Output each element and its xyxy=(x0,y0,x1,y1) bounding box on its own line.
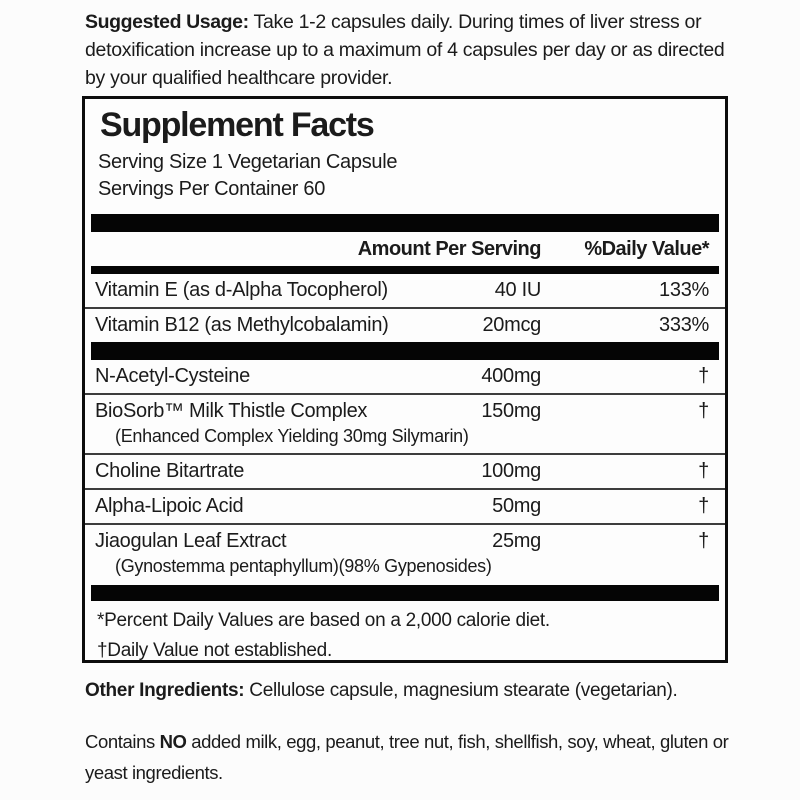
ingredient-daily-value: † xyxy=(698,530,709,552)
allergen-emphasis: NO xyxy=(159,731,187,752)
ingredient-amount: 400mg xyxy=(481,365,541,387)
ingredient-amount: 40 IU xyxy=(494,279,542,301)
ingredient-daily-value: 133% xyxy=(659,279,709,301)
divider-bar-group xyxy=(91,342,719,360)
suggested-usage-text: Take 1-2 capsules daily. During times of… xyxy=(85,11,725,89)
ingredient-row: Vitamin B12 (as Methylcobalamin) 20mcg 3… xyxy=(85,309,725,342)
ingredient-name: Jiaogulan Leaf Extract xyxy=(95,530,287,552)
ingredient-table: Vitamin E (as d-Alpha Tocopherol) 40 IU … xyxy=(85,274,725,583)
column-header-amount-per-serving: Amount Per Serving xyxy=(357,237,542,260)
other-ingredients-text: Cellulose capsule, magnesium stearate (v… xyxy=(244,680,678,701)
ingredient-row: N-Acetyl-Cysteine 400mg † xyxy=(85,360,725,395)
ingredient-row-main: BioSorb™ Milk Thistle Complex 150mg † xyxy=(85,395,725,428)
ingredient-row: Jiaogulan Leaf Extract 25mg † (Gynostemm… xyxy=(85,525,725,583)
ingredient-name: Vitamin B12 (as Methylcobalamin) xyxy=(95,314,389,336)
ingredient-row: Alpha-Lipoic Acid 50mg † xyxy=(85,490,725,525)
ingredient-daily-value: 333% xyxy=(659,314,709,336)
allergen-statement: Contains NO added milk, egg, peanut, tre… xyxy=(85,726,730,788)
suggested-usage-label: Suggested Usage: xyxy=(85,11,249,33)
footnote-daily-value-not-established: †Daily Value not established. xyxy=(97,640,332,661)
divider-bar-header xyxy=(91,266,719,274)
ingredient-daily-value: † xyxy=(698,365,709,387)
ingredient-subtext: (Enhanced Complex Yielding 30mg Silymari… xyxy=(115,426,469,446)
table-header-row: Amount Per Serving %Daily Value* xyxy=(85,232,725,266)
ingredient-name: Choline Bitartrate xyxy=(95,460,245,482)
panel-title: Supplement Facts xyxy=(100,106,375,144)
ingredient-row: Vitamin E (as d-Alpha Tocopherol) 40 IU … xyxy=(85,274,725,309)
ingredient-name: N-Acetyl-Cysteine xyxy=(95,365,250,387)
divider-bar-footnotes xyxy=(91,585,719,601)
ingredient-name: BioSorb™ Milk Thistle Complex xyxy=(95,400,368,422)
ingredient-row-main: N-Acetyl-Cysteine 400mg † xyxy=(85,360,725,393)
allergen-prefix: Contains xyxy=(85,731,160,752)
ingredient-amount: 100mg xyxy=(481,460,541,482)
ingredient-amount: 150mg xyxy=(481,400,541,422)
supplement-facts-panel: Supplement Facts Serving Size 1 Vegetari… xyxy=(82,96,728,663)
ingredient-row-main: Vitamin B12 (as Methylcobalamin) 20mcg 3… xyxy=(85,309,725,342)
ingredient-amount: 20mcg xyxy=(482,314,541,336)
other-ingredients-label: Other Ingredients: xyxy=(85,680,245,701)
ingredient-amount: 50mg xyxy=(492,495,541,517)
ingredient-subtext: (Gynostemma pentaphyllum)(98% Gypenoside… xyxy=(115,556,492,576)
ingredient-name: Vitamin E (as d-Alpha Tocopherol) xyxy=(95,279,388,301)
ingredient-row-main: Choline Bitartrate 100mg † xyxy=(85,455,725,488)
ingredient-daily-value: † xyxy=(698,400,709,422)
ingredient-row-main: Alpha-Lipoic Acid 50mg † xyxy=(85,490,725,523)
ingredient-row: Choline Bitartrate 100mg † xyxy=(85,455,725,490)
ingredient-daily-value: † xyxy=(698,495,709,517)
other-ingredients: Other Ingredients: Cellulose capsule, ma… xyxy=(85,678,735,704)
suggested-usage: Suggested Usage: Take 1-2 capsules daily… xyxy=(85,8,733,92)
column-header-daily-value: %Daily Value* xyxy=(584,237,709,260)
servings-per-container: Servings Per Container 60 xyxy=(98,178,326,200)
ingredient-name: Alpha-Lipoic Acid xyxy=(95,495,244,517)
allergen-suffix: added milk, egg, peanut, tree nut, fish,… xyxy=(85,731,729,783)
divider-bar-top xyxy=(91,214,719,232)
serving-size: Serving Size 1 Vegetarian Capsule xyxy=(98,151,398,173)
ingredient-row-main: Vitamin E (as d-Alpha Tocopherol) 40 IU … xyxy=(85,274,725,307)
ingredient-row: BioSorb™ Milk Thistle Complex 150mg † (E… xyxy=(85,395,725,455)
footnote-percent-daily-values: *Percent Daily Values are based on a 2,0… xyxy=(97,610,550,631)
ingredient-amount: 25mg xyxy=(492,530,541,552)
ingredient-row-main: Jiaogulan Leaf Extract 25mg † xyxy=(85,525,725,558)
ingredient-daily-value: † xyxy=(698,460,709,482)
